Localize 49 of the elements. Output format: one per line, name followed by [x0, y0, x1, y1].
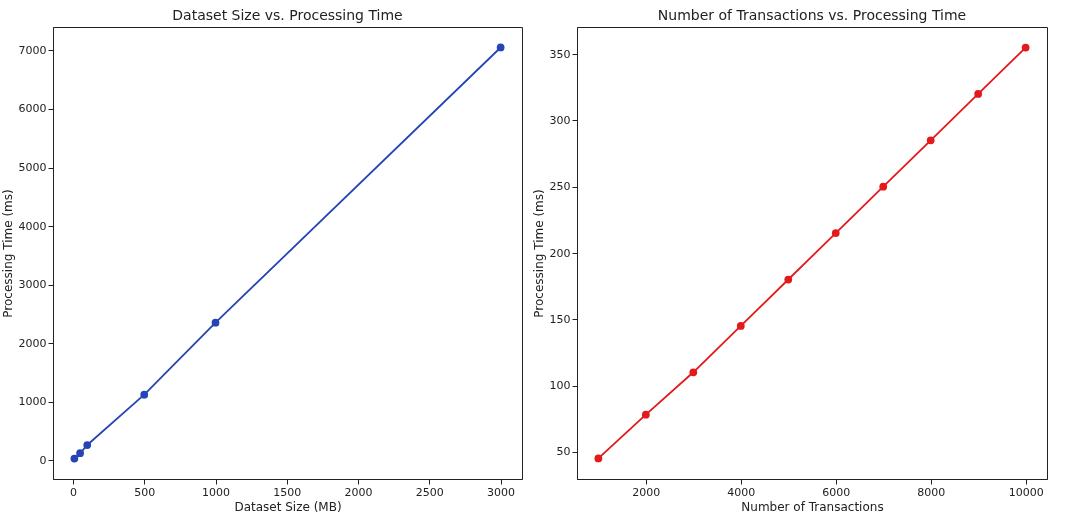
point	[76, 449, 84, 458]
point	[879, 182, 888, 191]
y-tick-label: 6000	[18, 102, 47, 116]
point	[496, 43, 505, 52]
y-tick-label: 250	[549, 180, 571, 194]
point	[926, 136, 935, 145]
x-tick-label: 8000	[917, 485, 946, 499]
point	[70, 454, 79, 463]
point	[83, 441, 92, 449]
y-tick-label: 0	[39, 453, 47, 467]
y-tick-label: 7000	[18, 43, 47, 57]
y-tick-label: 2000	[18, 336, 47, 350]
point	[831, 229, 840, 237]
y-tick-label: 4000	[18, 219, 47, 233]
y-tick-label: 5000	[18, 161, 47, 175]
point	[641, 410, 650, 419]
point	[594, 454, 603, 463]
x-tick-label: 2000	[344, 485, 373, 499]
x-tick-label: 10000	[1008, 485, 1044, 499]
x-tick-label: 1000	[202, 485, 231, 499]
y-tick-label: 350	[549, 47, 571, 61]
point	[974, 90, 983, 98]
x-tick-label: 1500	[273, 485, 302, 499]
y-tick-label: 100	[549, 379, 571, 393]
chart-title: Dataset Size vs. Processing Time	[172, 7, 403, 23]
x-tick-label: 2000	[632, 485, 661, 499]
y-axis-title: Processing Time (ms)	[0, 189, 15, 318]
y-tick-label: 150	[549, 312, 571, 326]
chart-title: Number of Transactions vs. Processing Time	[657, 7, 967, 23]
x-tick-label: 3000	[487, 485, 516, 499]
x-axis-title: Number of Transactions	[741, 499, 884, 514]
point	[140, 390, 149, 399]
x-tick-label: 4000	[727, 485, 756, 499]
x-tick-label: 6000	[822, 485, 851, 499]
point	[689, 368, 698, 377]
y-axis-title: Processing Time (ms)	[531, 189, 546, 318]
y-tick-label: 50	[556, 445, 571, 459]
x-tick-label: 0	[69, 485, 77, 499]
x-tick-label: 2500	[415, 485, 444, 499]
point	[1021, 43, 1030, 52]
x-tick-label: 500	[134, 485, 156, 499]
x-axis-title: Dataset Size (MB)	[234, 499, 342, 514]
y-tick-label: 1000	[18, 395, 47, 409]
y-tick-label: 300	[549, 113, 571, 127]
y-tick-label: 3000	[18, 278, 47, 292]
y-tick-label: 200	[549, 246, 571, 260]
point	[784, 275, 793, 284]
point	[736, 322, 745, 330]
point	[211, 318, 220, 327]
